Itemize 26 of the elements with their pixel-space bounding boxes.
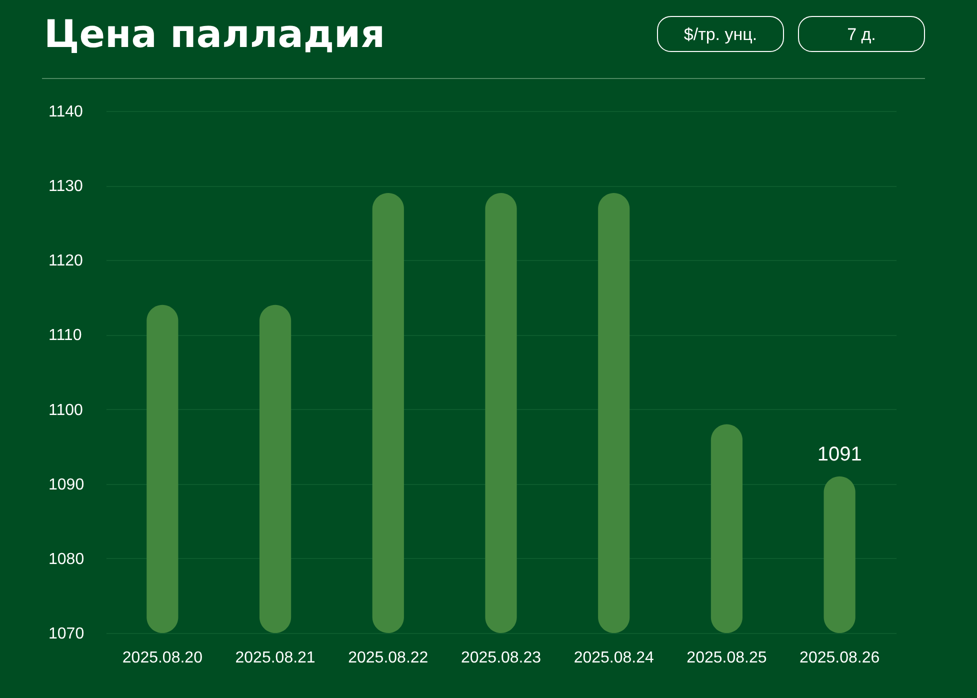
chart-title: Цена палладия <box>44 12 386 56</box>
button: $/тр. унц. <box>657 16 784 52</box>
data-label: 1091 <box>817 443 862 466</box>
bar <box>485 193 517 633</box>
y-tick-label: 1070 <box>48 626 84 642</box>
x-tick-label: 2025.08.21 <box>235 650 316 666</box>
y-tick-label: 1080 <box>48 550 84 568</box>
y-tick-label: 1120 <box>48 252 84 270</box>
x-tick-label: 2025.08.20 <box>122 650 203 666</box>
y-tick-label: 1110 <box>48 327 82 344</box>
x-tick-label: 2025.08.22 <box>348 650 428 666</box>
bar <box>146 304 178 633</box>
bar <box>372 193 404 633</box>
x-tick-label: 2025.08.26 <box>800 650 880 666</box>
x-tick-label: 2025.08.23 <box>460 650 542 666</box>
bar <box>824 476 856 633</box>
bar <box>259 304 292 633</box>
y-tick-label: 1090 <box>48 476 84 494</box>
x-tick-label: 2025.08.24 <box>574 650 654 666</box>
x-tick-label: 2025.08.25 <box>686 650 767 666</box>
bar <box>598 193 630 633</box>
button: 7 д. <box>798 16 925 52</box>
bar <box>710 424 743 633</box>
y-tick-label: 1100 <box>48 402 84 419</box>
y-tick-label: 1130 <box>48 178 84 196</box>
y-tick-label: 1140 <box>48 104 84 120</box>
